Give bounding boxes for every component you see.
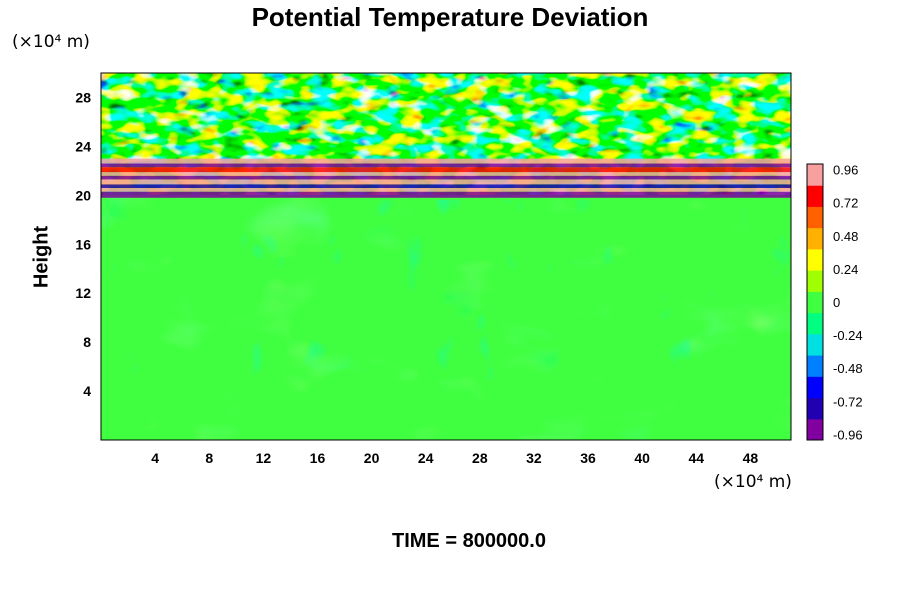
y-tick-label: 24 <box>75 138 91 154</box>
colorbar-swatch <box>807 270 823 292</box>
x-tick-label: 8 <box>205 450 213 466</box>
interface-band <box>101 175 791 180</box>
colorbar-swatch <box>807 376 823 399</box>
colorbar-tick-label: -0.72 <box>833 394 863 409</box>
interface-band <box>101 191 791 198</box>
colorbar-tick-label: -0.24 <box>833 328 863 343</box>
x-tick-label: 32 <box>526 450 542 466</box>
x-tick-label: 28 <box>472 450 488 466</box>
x-tick-label: 4 <box>151 450 159 466</box>
colorbar-tick-label: -0.96 <box>833 427 863 442</box>
x-tick-label: 12 <box>256 450 272 466</box>
colorbar-tick-label: 0 <box>833 295 840 310</box>
colorbar-swatch <box>807 206 823 229</box>
y-tick-label: 4 <box>83 383 91 399</box>
colorbar-swatch <box>807 312 823 335</box>
colorbar-tick-label: -0.48 <box>833 361 863 376</box>
colorbar-tick-label: 0.48 <box>833 229 858 244</box>
interface-band <box>101 184 791 188</box>
x-axis-unit: (×10⁴ m) <box>714 472 792 492</box>
colorbar-tick-label: 0.72 <box>833 196 858 211</box>
y-tick-label: 28 <box>75 89 91 105</box>
x-tick-label: 44 <box>689 450 705 466</box>
colorbar-swatch <box>807 164 823 186</box>
interface-band <box>101 158 791 164</box>
colorbar-tick-label: 0.24 <box>833 262 858 277</box>
colorbar <box>807 164 823 441</box>
colorbar-swatch <box>807 291 823 314</box>
colorbar-swatch <box>807 185 823 207</box>
y-axis-unit: (×10⁴ m) <box>12 32 90 52</box>
x-tick-label: 48 <box>743 450 759 466</box>
chart-title: Potential Temperature Deviation <box>251 2 649 32</box>
colorbar-swatch <box>807 227 823 250</box>
x-tick-label: 16 <box>310 450 326 466</box>
y-tick-label: 16 <box>75 236 91 252</box>
y-tick-label: 8 <box>83 334 91 350</box>
colorbar-tick-label: 0.96 <box>833 163 858 178</box>
colorbar-swatch <box>807 355 823 377</box>
y-axis-ticks: 4 8 12 16 20 24 28 <box>75 89 91 399</box>
time-label: TIME = 800000.0 <box>392 530 546 552</box>
interface-band <box>101 179 791 185</box>
interface-bands <box>101 158 791 198</box>
colorbar-swatch <box>807 248 823 271</box>
colorbar-swatch <box>807 397 823 420</box>
y-tick-label: 20 <box>75 187 91 203</box>
heatmap-field <box>101 73 791 440</box>
colorbar-frame <box>806 163 824 441</box>
y-tick-label: 12 <box>75 285 91 301</box>
x-tick-label: 40 <box>634 450 650 466</box>
x-axis-ticks: 4 8 12 16 20 24 28 32 36 40 44 48 <box>151 450 758 466</box>
interface-band <box>101 163 791 168</box>
interface-band <box>101 187 791 192</box>
interface-band <box>101 167 791 173</box>
interface-band <box>101 172 791 176</box>
colorbar-swatch <box>807 333 823 356</box>
colorbar-ticks: 0.96 0.72 0.48 0.24 0 -0.24 -0.48 -0.72 -0.96 <box>833 163 863 443</box>
x-tick-label: 36 <box>580 450 596 466</box>
colorbar-swatch <box>807 418 823 441</box>
x-tick-label: 20 <box>364 450 380 466</box>
x-tick-label: 24 <box>418 450 434 466</box>
